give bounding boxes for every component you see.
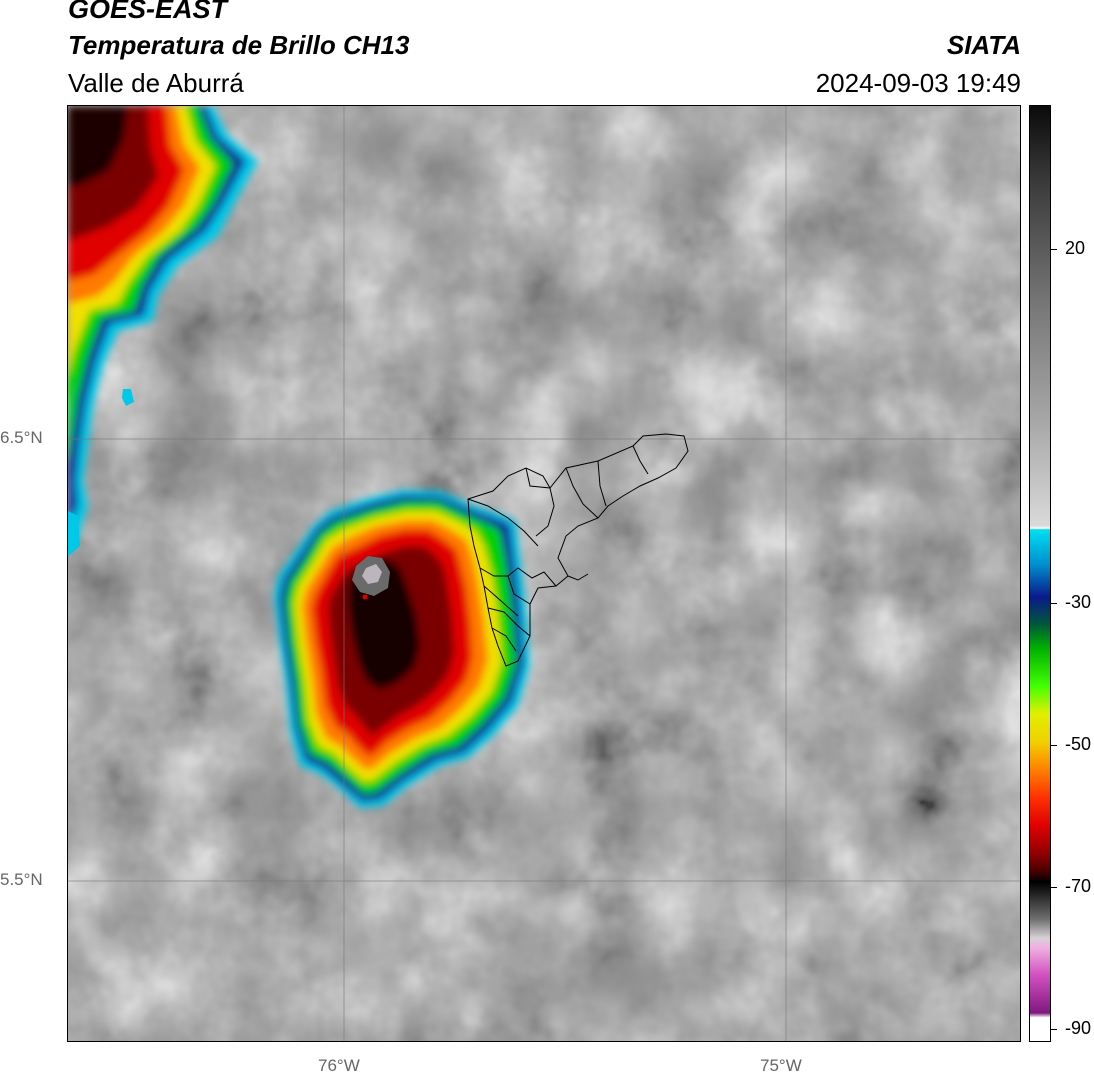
colorbar-label-20: 20 bbox=[1065, 238, 1086, 258]
y-tick-6-5n: 6.5°N bbox=[0, 428, 43, 447]
colorbar-tick-minus70 bbox=[1051, 887, 1057, 888]
cyan-speck bbox=[122, 389, 134, 406]
storm-cell-northwest bbox=[68, 106, 258, 556]
cloud-field bbox=[68, 106, 1020, 1041]
product-title: Temperatura de Brillo CH13 bbox=[68, 30, 410, 60]
colorbar-tick-minus30 bbox=[1051, 603, 1057, 604]
map-canvas bbox=[68, 106, 1020, 1041]
agency-label: SIATA bbox=[946, 30, 1021, 60]
colorbar-tick-minus50 bbox=[1051, 745, 1057, 746]
colorbar-label-minus90: -90 bbox=[1065, 1018, 1092, 1038]
colorbar-label-minus70: -70 bbox=[1065, 876, 1092, 896]
gridlines bbox=[68, 106, 1020, 1041]
colorbar bbox=[1029, 105, 1051, 1042]
y-tick-5-5n: 5.5°N bbox=[0, 870, 43, 889]
satellite-title: GOES-EAST bbox=[68, 0, 228, 24]
satellite-map[interactable] bbox=[67, 105, 1021, 1042]
colorbar-gradient bbox=[1030, 106, 1050, 1041]
colorbar-label-minus50: -50 bbox=[1065, 734, 1092, 754]
colorbar-tick-20 bbox=[1051, 249, 1057, 250]
x-tick-75w: 75°W bbox=[760, 1056, 802, 1075]
storm-cell-west-edge bbox=[68, 511, 80, 556]
overshooting-top bbox=[352, 556, 390, 600]
colorbar-tick-minus90 bbox=[1051, 1029, 1057, 1030]
colorbar-label-minus30: -30 bbox=[1065, 592, 1092, 612]
x-tick-76w: 76°W bbox=[318, 1056, 360, 1075]
timestamp-label: 2024-09-03 19:49 bbox=[815, 68, 1021, 98]
municipal-boundaries bbox=[467, 433, 689, 667]
region-label: Valle de Aburrá bbox=[68, 68, 244, 98]
